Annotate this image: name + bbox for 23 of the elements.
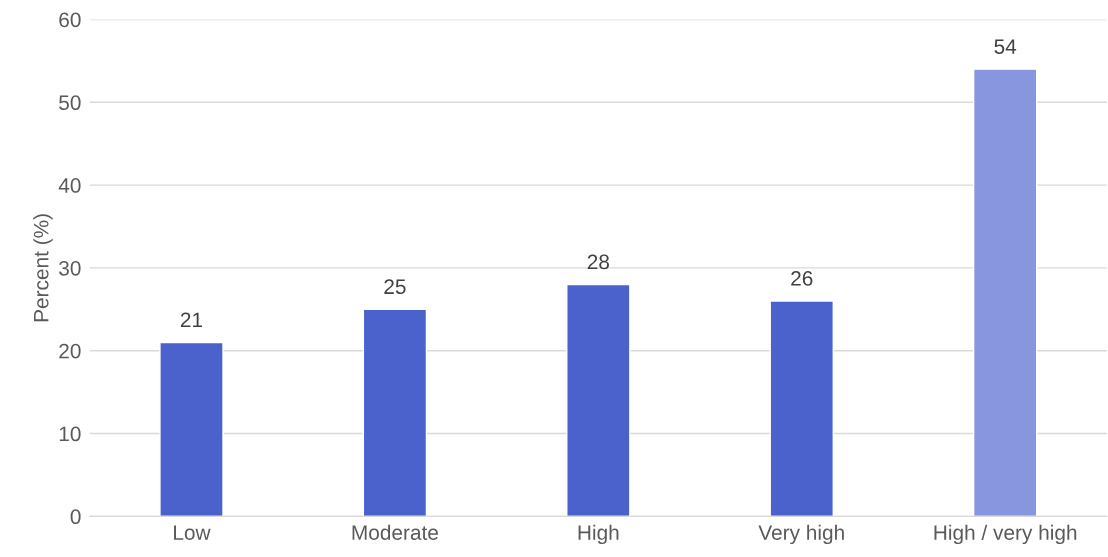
y-axis-title: Percent (%) bbox=[33, 214, 53, 322]
y-tick-label: 10 bbox=[59, 426, 81, 442]
bar bbox=[769, 300, 834, 517]
data-label: 26 bbox=[791, 271, 813, 286]
x-tick-label: Very high bbox=[758, 524, 844, 545]
x-tick-label: High bbox=[578, 524, 619, 545]
y-tick-label: 30 bbox=[59, 260, 81, 276]
bar bbox=[362, 308, 428, 517]
bar bbox=[566, 283, 631, 517]
data-label: 25 bbox=[384, 279, 406, 295]
x-tick-label: High / very high bbox=[934, 524, 1077, 545]
data-label: 54 bbox=[994, 39, 1017, 54]
y-tick-label: 60 bbox=[59, 12, 81, 28]
y-tick-label: 40 bbox=[58, 178, 81, 193]
x-tick-label: Low bbox=[174, 525, 211, 540]
bar bbox=[972, 68, 1038, 517]
y-tick-label: 20 bbox=[59, 343, 81, 359]
y-tick-label: 0 bbox=[70, 509, 81, 525]
data-label: 28 bbox=[587, 254, 609, 270]
y-tick-label: 50 bbox=[59, 95, 81, 111]
data-label: 21 bbox=[180, 312, 203, 328]
x-tick-label: Moderate bbox=[352, 524, 438, 540]
bar bbox=[159, 341, 224, 517]
